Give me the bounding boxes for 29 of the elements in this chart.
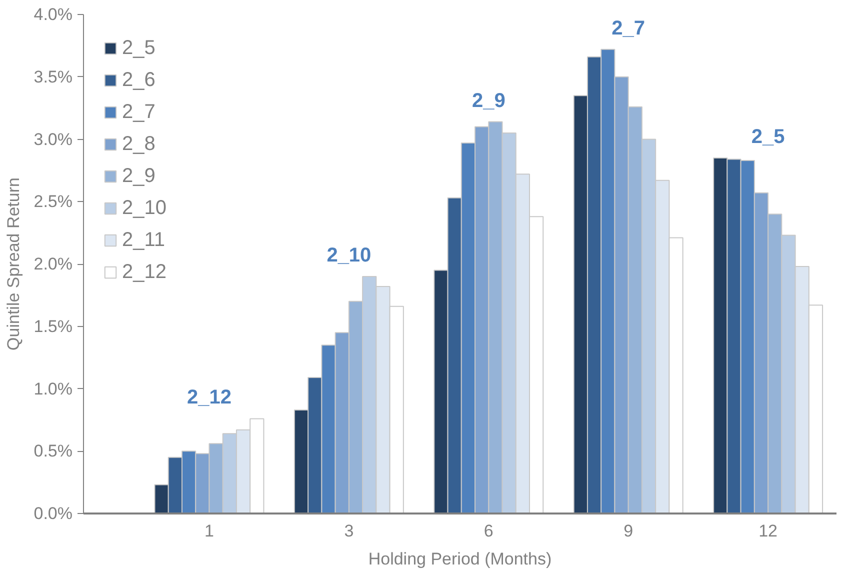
y-tick-label: 2.0% [34, 254, 72, 274]
y-tick-label: 4.0% [34, 5, 72, 24]
y-axis-title: Quintile Spread Return [4, 178, 23, 350]
y-tick-label: 3.0% [34, 130, 72, 149]
y-tick-label: 1.5% [34, 316, 72, 336]
x-tick-label: 12 [758, 522, 778, 540]
y-tick-label: 3.5% [34, 67, 72, 86]
y-tick-label: 0.0% [34, 504, 72, 523]
annotation: 2_9 [472, 90, 506, 112]
annotation: 2_7 [612, 17, 646, 40]
legend-label: 2_9 [122, 164, 156, 188]
legend-label: 2_5 [122, 36, 156, 60]
legend-label: 2_11 [122, 228, 166, 252]
x-tick-label: 9 [624, 522, 634, 540]
annotation: 2_12 [186, 386, 232, 409]
x-tick-label: 6 [484, 522, 494, 540]
x-tick-label: 3 [344, 522, 354, 540]
annotation: 2_5 [751, 126, 785, 148]
legend-label: 2_6 [122, 68, 156, 92]
y-tick-label: 2.5% [34, 192, 72, 212]
y-tick-label: 1.0% [34, 379, 72, 398]
legend-label: 2_8 [122, 132, 156, 156]
legend-label: 2_12 [122, 260, 166, 284]
legend-label: 2_7 [122, 100, 156, 124]
legend-label: 2_10 [122, 196, 166, 220]
x-tick-label: 1 [204, 522, 214, 540]
annotation: 2_10 [326, 244, 372, 266]
x-axis-title: Holding Period (Months) [368, 550, 552, 568]
y-tick-label: 0.5% [34, 442, 72, 461]
